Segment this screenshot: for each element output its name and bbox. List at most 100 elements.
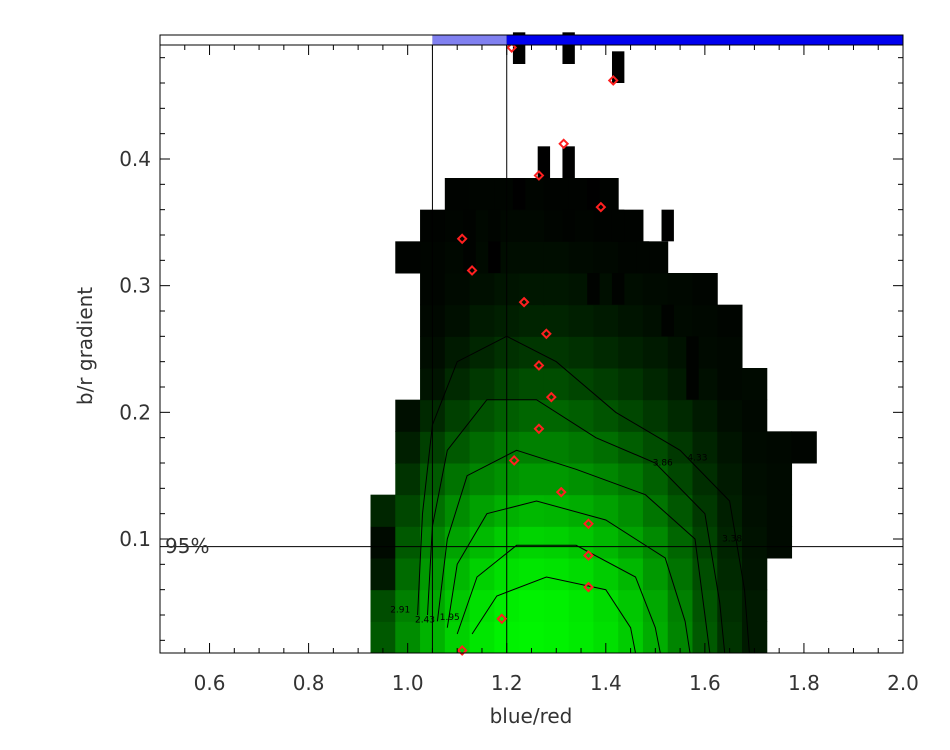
heat-cell [543, 368, 570, 401]
heat-cell [692, 273, 718, 306]
heat-cell [593, 589, 619, 622]
heat-cell [519, 589, 545, 622]
heat-cell [692, 463, 718, 496]
heat-cell [543, 494, 570, 527]
contour-label: 3.86 [653, 459, 673, 469]
heat-cell [667, 463, 693, 496]
heat-cell [519, 209, 545, 242]
heat-cell [537, 146, 551, 178]
heat-cell [543, 399, 570, 432]
heat-cell [742, 431, 768, 464]
heat-cell [444, 336, 471, 369]
heat-cell [519, 526, 545, 559]
heat-cell [742, 494, 768, 527]
heat-cell [469, 178, 495, 211]
heat-cell [562, 146, 575, 178]
heat-cell [618, 463, 644, 496]
heat-cell [519, 558, 545, 591]
heat-cell [587, 178, 600, 210]
heat-cell [469, 558, 495, 591]
heat-cell [395, 241, 421, 274]
heat-cell [742, 463, 768, 496]
contour-label: 3.38 [722, 535, 742, 545]
median-marker [540, 328, 552, 340]
heat-cell [766, 463, 793, 496]
heat-cell [667, 526, 693, 559]
heatmap-cells [370, 32, 817, 654]
heat-cell [568, 304, 594, 337]
median-marker [466, 265, 478, 276]
heat-cell [444, 178, 471, 211]
heat-cell [543, 241, 570, 274]
heat-cell [587, 273, 600, 305]
heat-cell [519, 241, 545, 274]
heat-cell [766, 526, 793, 559]
heat-cell [717, 431, 743, 464]
heat-cell [593, 368, 619, 401]
median-marker [558, 138, 570, 150]
contour-line [456, 544, 661, 654]
heat-cell [395, 399, 421, 432]
heat-cell [618, 304, 644, 337]
median-marker [506, 42, 518, 53]
heat-cell [519, 304, 545, 337]
heat-cell [742, 368, 768, 401]
x-tick-label: 1.4 [590, 671, 622, 695]
heat-cell [618, 526, 644, 559]
x-tick-label: 1.0 [392, 671, 424, 695]
heat-cell [543, 463, 570, 496]
heat-cell [512, 178, 526, 210]
heat-cell [692, 494, 718, 527]
contour-label: 4.33 [687, 453, 707, 463]
heat-cell [717, 336, 743, 369]
heat-cell [692, 558, 718, 591]
x-tick-label: 1.8 [788, 671, 820, 695]
heat-cell [469, 431, 495, 464]
median-marker [456, 233, 468, 245]
heat-cell [742, 526, 768, 559]
heat-cell [444, 526, 471, 559]
contour-line [436, 449, 711, 654]
heat-cell [642, 273, 669, 306]
heat-cell [562, 209, 575, 242]
heat-cell [519, 463, 545, 496]
heat-cell [642, 431, 669, 464]
heat-cell [519, 431, 545, 464]
heat-cell [543, 178, 570, 211]
heat-cell [568, 241, 594, 274]
y-tick-label: 0.1 [119, 527, 151, 551]
heat-cell [636, 241, 650, 273]
median-marker [518, 296, 530, 308]
heat-cell [611, 273, 625, 305]
heat-cell [686, 336, 699, 368]
heat-cell [568, 368, 594, 401]
contour-line [446, 500, 691, 654]
heat-cell [692, 304, 718, 337]
heat-cell [543, 431, 570, 464]
heat-cell [444, 494, 471, 527]
heat-cell [717, 558, 743, 591]
heat-cell [667, 494, 693, 527]
median-marker [508, 455, 520, 466]
contour-label: 2.91 [390, 605, 410, 615]
heat-cell [742, 399, 768, 432]
heat-cell [611, 51, 625, 83]
heat-cell [618, 494, 644, 527]
heat-cell [543, 336, 570, 369]
heat-cell [444, 558, 471, 591]
heat-cell [742, 558, 768, 591]
contour-lines: 4.33 3.86 3.38 2.91 2.43 1.95 [390, 335, 750, 654]
heat-cell [370, 526, 396, 559]
median-marker [607, 75, 619, 86]
heat-cell [593, 241, 619, 274]
heat-cell [661, 304, 674, 337]
heat-cell [717, 463, 743, 496]
heat-cell [543, 273, 570, 306]
heat-cell [642, 558, 669, 591]
heat-cell [593, 463, 619, 496]
heat-cell [469, 304, 495, 337]
heat-cell [469, 368, 495, 401]
x-tick-label: 2.0 [887, 671, 919, 695]
median-marker [595, 201, 607, 213]
median-marker [496, 613, 508, 625]
